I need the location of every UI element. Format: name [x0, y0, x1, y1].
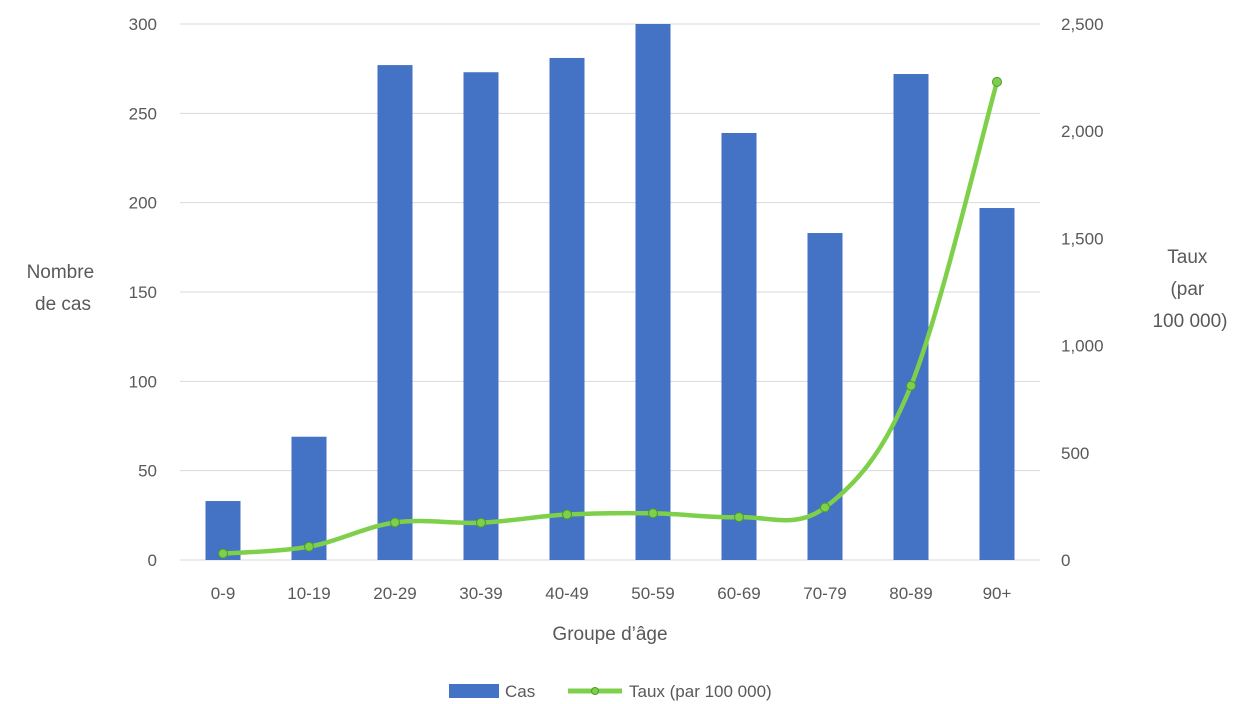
line-series-taux — [218, 76, 1002, 559]
x-tick-label: 80-89 — [889, 584, 932, 603]
right-axis-title-line-3: 100 000) — [1152, 311, 1227, 332]
legend: Cas Taux (par 100 000) — [449, 682, 772, 701]
taux-point — [304, 541, 314, 552]
right-tick-label: 1,000 — [1061, 337, 1104, 356]
left-axis-title-line-2: de cas — [35, 294, 91, 315]
taux-point — [648, 508, 658, 519]
x-tick-label: 20-29 — [373, 584, 416, 603]
taux-point — [218, 548, 228, 559]
x-tick-label: 10-19 — [287, 584, 330, 603]
x-tick-label: 0-9 — [211, 584, 236, 603]
right-tick-label: 1,500 — [1061, 229, 1104, 248]
x-tick-label: 30-39 — [459, 584, 502, 603]
right-tick-label: 2,000 — [1061, 122, 1104, 141]
taux-point — [734, 512, 744, 523]
taux-point — [390, 517, 400, 528]
bar — [979, 208, 1015, 560]
bar — [291, 436, 327, 560]
right-axis-title: Taux (par 100 000) — [1152, 247, 1227, 332]
right-axis-ticks: 0 500 1,000 1,500 2,000 2,500 — [1061, 15, 1104, 570]
legend-marker-taux — [591, 687, 599, 695]
left-axis-title-line-1: Nombre — [27, 262, 95, 283]
bar — [721, 132, 757, 560]
right-tick-label: 0 — [1061, 551, 1070, 570]
left-tick-label: 250 — [129, 104, 157, 123]
right-tick-label: 2,500 — [1061, 15, 1104, 34]
left-tick-label: 0 — [148, 551, 157, 570]
taux-point — [992, 76, 1002, 87]
left-tick-label: 50 — [138, 462, 157, 481]
bar — [463, 72, 499, 561]
taux-point — [820, 502, 830, 513]
x-tick-label: 60-69 — [717, 584, 760, 603]
taux-point — [562, 509, 572, 520]
right-axis-title-line-1: Taux — [1167, 247, 1208, 268]
bar — [635, 24, 671, 560]
left-tick-label: 100 — [129, 372, 157, 391]
left-tick-label: 200 — [129, 194, 157, 213]
x-tick-label: 50-59 — [631, 584, 674, 603]
taux-point — [476, 517, 486, 528]
bar — [377, 65, 413, 561]
legend-label-cas: Cas — [505, 682, 535, 701]
x-axis-title: Groupe d’âge — [552, 624, 667, 645]
left-tick-label: 300 — [129, 15, 157, 34]
left-axis-title: Nombre de cas — [27, 262, 100, 315]
right-tick-label: 500 — [1061, 444, 1089, 463]
x-tick-label: 40-49 — [545, 584, 588, 603]
legend-swatch-cas — [449, 684, 499, 698]
x-tick-label: 90+ — [983, 584, 1012, 603]
x-axis-ticks: 0-9 10-19 20-29 30-39 40-49 50-59 60-69 70-79 80… — [211, 584, 1012, 603]
taux-line — [220, 79, 1000, 556]
bar-series-cas — [205, 24, 1015, 561]
bar — [549, 57, 585, 561]
taux-point — [906, 380, 916, 391]
x-tick-label: 70-79 — [803, 584, 846, 603]
left-tick-label: 150 — [129, 283, 157, 302]
bar — [893, 74, 929, 560]
right-axis-title-line-2: (par — [1170, 279, 1204, 300]
legend-label-taux: Taux (par 100 000) — [629, 682, 772, 701]
left-axis-ticks: 0 50 100 150 200 250 300 — [129, 15, 157, 570]
